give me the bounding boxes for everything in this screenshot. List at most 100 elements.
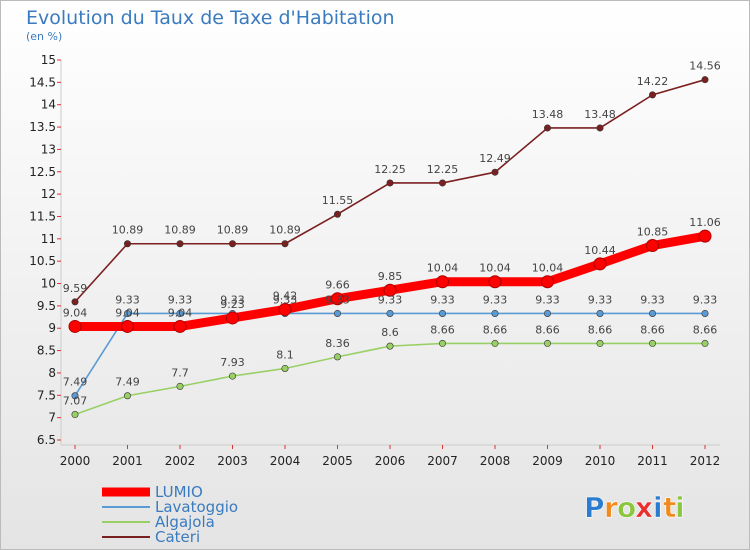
data-label-algajola: 8.66	[535, 323, 560, 336]
data-label-algajola: 7.7	[171, 366, 189, 379]
data-point-lavatoggio	[491, 309, 499, 317]
data-point-algajola	[124, 392, 132, 400]
data-point-lumio	[698, 229, 712, 243]
data-point-lavatoggio	[386, 309, 394, 317]
data-point-cateri	[701, 76, 709, 84]
data-point-lumio	[436, 275, 449, 289]
data-point-lumio	[173, 319, 187, 333]
x-tick-label: 2007	[427, 454, 458, 468]
data-label-cateri: 10.89	[217, 224, 249, 237]
x-tick-label: 2002	[165, 454, 196, 468]
data-label-lumio: 10.44	[584, 244, 616, 257]
data-point-algajola	[491, 339, 499, 347]
x-tick-label: 2000	[60, 454, 91, 468]
y-tick-label: 6.5	[37, 433, 56, 447]
y-tick-label: 14.5	[29, 75, 56, 89]
data-label-algajola: 7.93	[220, 356, 245, 369]
x-tick-label: 2005	[322, 454, 353, 468]
data-label-cateri: 10.89	[164, 224, 196, 237]
data-point-cateri	[438, 179, 446, 187]
data-point-lavatoggio	[333, 309, 341, 317]
y-tick-label: 12.5	[29, 165, 56, 179]
legend-label-lavatoggio: Lavatoggio	[155, 498, 238, 516]
data-point-lumio	[68, 319, 82, 333]
data-point-cateri	[648, 91, 656, 99]
data-point-algajola	[229, 372, 237, 380]
data-label-algajola: 8.66	[430, 323, 455, 336]
y-tick-label: 15	[41, 53, 56, 67]
data-point-lumio	[121, 319, 134, 333]
data-label-lumio: 11.06	[689, 216, 721, 229]
data-label-lavatoggio: 9.33	[693, 293, 718, 306]
legend-label-lumio: LUMIO	[155, 483, 203, 501]
data-label-cateri: 12.25	[374, 163, 406, 176]
data-labels: 9.04 9.04 9.04 9.23 9.42 9.66 9.85 10.04 10.04 10…	[63, 60, 721, 408]
data-label-cateri: 10.89	[269, 224, 301, 237]
data-label-lavatoggio: 9.33	[325, 293, 350, 306]
data-label-algajola: 8.36	[325, 337, 350, 350]
y-tick-label: 11	[41, 232, 56, 246]
data-label-lavatoggio: 9.33	[378, 293, 403, 306]
data-point-cateri	[596, 124, 604, 132]
data-point-algajola	[596, 339, 604, 347]
y-tick-label: 11.5	[29, 209, 56, 223]
data-label-lumio: 10.04	[427, 262, 459, 275]
data-label-cateri: 14.22	[637, 75, 669, 88]
data-point-lumio	[331, 292, 344, 306]
logo-letter: i	[653, 491, 663, 524]
data-label-cateri: 9.59	[63, 282, 88, 295]
y-tick-label: 12	[41, 187, 56, 201]
data-point-algajola	[333, 353, 341, 361]
data-point-lavatoggio	[124, 309, 132, 317]
y-tick-label: 14	[41, 98, 56, 112]
y-tick-label: 8	[48, 366, 56, 380]
data-point-cateri	[71, 298, 79, 306]
data-point-algajola	[543, 339, 551, 347]
data-label-lavatoggio: 9.33	[220, 293, 245, 306]
data-point-lumio	[278, 302, 292, 316]
series-layer	[68, 76, 712, 419]
data-label-algajola: 7.49	[115, 376, 140, 389]
data-label-lumio: 10.85	[637, 226, 669, 239]
y-tick-label: 7.5	[37, 388, 56, 402]
data-label-lumio: 9.23	[220, 298, 245, 311]
x-tick-label: 2012	[690, 454, 721, 468]
data-label-lavatoggio: 9.33	[115, 293, 140, 306]
data-label-algajola: 8.66	[588, 323, 613, 336]
data-point-algajola	[386, 342, 394, 350]
x-tick-label: 2003	[217, 454, 248, 468]
data-point-lumio	[541, 275, 554, 289]
data-point-lavatoggio	[701, 309, 709, 317]
data-point-cateri	[176, 240, 184, 248]
logo-letter: x	[635, 491, 653, 524]
data-label-lavatoggio: 9.33	[535, 293, 560, 306]
x-tick-label: 2004	[270, 454, 301, 468]
data-label-lavatoggio: 9.33	[273, 293, 298, 306]
data-label-algajola: 7.07	[63, 395, 88, 408]
data-label-cateri: 14.56	[689, 60, 721, 73]
x-axis-ticks: 2000 2001 2002 2003 2004 2005 2006 2007 2008 2009…	[60, 445, 721, 468]
x-tick-label: 2001	[112, 454, 143, 468]
y-tick-label: 13	[41, 142, 56, 156]
x-tick-label: 2008	[480, 454, 511, 468]
data-point-lavatoggio	[71, 392, 79, 400]
data-label-lumio: 9.42	[273, 289, 298, 302]
y-tick-label: 9.5	[37, 299, 56, 313]
data-point-cateri	[491, 168, 499, 176]
data-point-lumio	[646, 239, 659, 253]
y-tick-label: 8.5	[37, 344, 56, 358]
data-point-cateri	[543, 124, 551, 132]
data-point-lavatoggio	[543, 309, 551, 317]
logo-letter: r	[604, 491, 618, 524]
data-label-lavatoggio: 7.49	[63, 376, 88, 389]
y-tick-label: 13.5	[29, 120, 56, 134]
data-point-cateri	[333, 210, 341, 218]
data-point-lumio	[226, 311, 239, 325]
chart-title: Evolution du Taux de Taxe d'Habitation	[26, 7, 395, 29]
data-point-algajola	[176, 382, 184, 390]
data-point-cateri	[386, 179, 394, 187]
